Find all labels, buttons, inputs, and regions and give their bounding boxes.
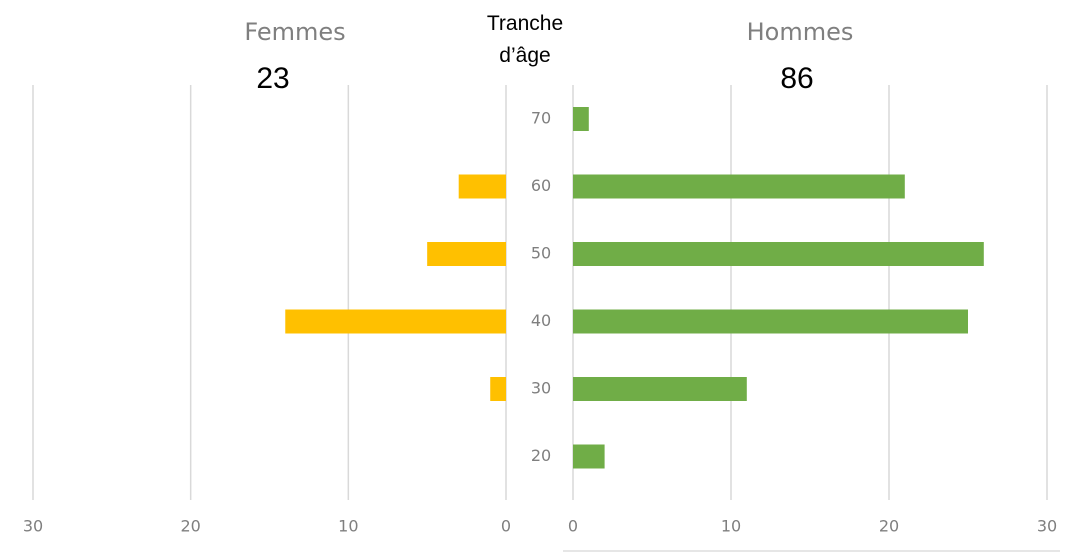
category-label: 20 — [531, 446, 551, 465]
bar — [458, 174, 506, 199]
x-tick-label: 10 — [338, 517, 358, 536]
bar — [573, 174, 905, 199]
bar — [573, 444, 605, 469]
x-tick-label: 30 — [1037, 517, 1057, 536]
x-tick-label: 10 — [721, 517, 741, 536]
bar — [490, 377, 506, 401]
category-label: 60 — [531, 176, 551, 195]
x-tick-label: 0 — [501, 517, 511, 536]
bar — [573, 309, 968, 334]
bar — [285, 309, 506, 334]
category-label: 50 — [531, 244, 551, 263]
x-tick-label: 0 — [568, 517, 578, 536]
category-label: 70 — [531, 109, 551, 128]
bar — [573, 377, 747, 401]
bar — [573, 242, 984, 266]
category-label: 40 — [531, 311, 551, 330]
y-axis-label: Tranche d’âge — [486, 12, 564, 67]
panel-title: Femmes — [244, 18, 345, 46]
x-tick-label: 20 — [180, 517, 200, 536]
panel-title: Hommes — [747, 18, 854, 46]
category-label: 30 — [531, 379, 551, 398]
x-tick-label: 20 — [879, 517, 899, 536]
x-tick-label: 30 — [23, 517, 43, 536]
bar — [427, 242, 506, 266]
panel-total: 23 — [256, 62, 289, 95]
panel-total: 86 — [780, 62, 813, 95]
bar — [573, 107, 589, 131]
